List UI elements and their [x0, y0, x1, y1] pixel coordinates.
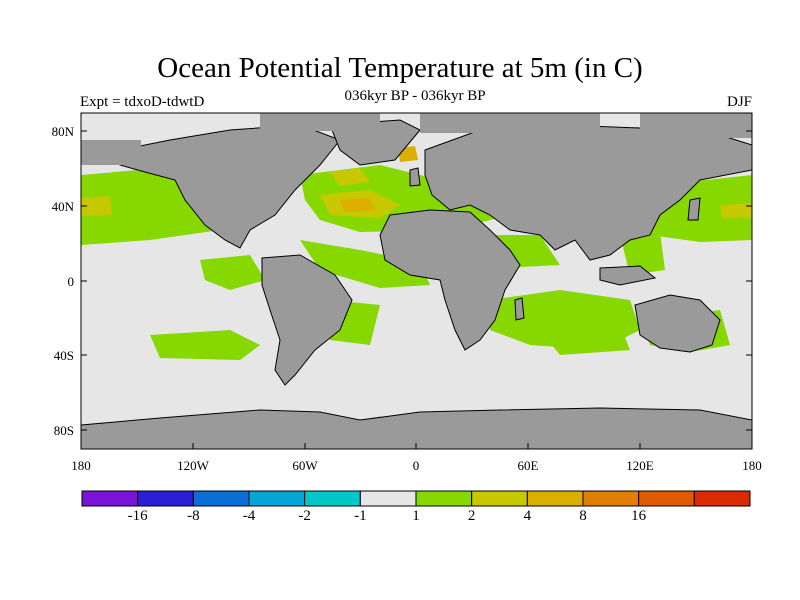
indonesia-land	[599, 265, 657, 286]
colorbar-swatch	[248, 490, 306, 507]
lat-label-80n: 80N	[51, 124, 74, 139]
colorbar-tick-label: 8	[579, 508, 587, 524]
lon-label-120e: 120E	[626, 458, 654, 473]
arctic-ice-top	[420, 113, 600, 133]
japan-land	[687, 197, 701, 221]
colorbar-tick-label: -1	[354, 508, 367, 524]
colorbar-swatch	[81, 490, 139, 507]
colorbar	[81, 490, 751, 507]
lon-label-180e: 180	[742, 458, 762, 473]
experiment-label: Expt = tdxoD-tdwtD	[80, 94, 205, 110]
colorbar-swatch	[415, 490, 473, 507]
colorbar-swatch	[526, 490, 584, 507]
sea-ice	[81, 113, 752, 165]
colorbar-tick-label: -16	[127, 508, 148, 524]
africa-land	[379, 209, 521, 351]
colorbar-swatch	[359, 490, 417, 507]
tropical-pacific-warm	[200, 255, 265, 290]
lon-label-0: 0	[412, 458, 420, 473]
lat-label-40n: 40N	[51, 199, 74, 214]
colorbar-swatch	[471, 490, 528, 507]
subtitle: 036kyr BP - 036kyr BP	[344, 88, 486, 104]
colorbar-tick-label: 2	[467, 508, 476, 524]
colorbar-tick-label: 1	[412, 508, 420, 524]
south-indian-warm	[540, 325, 630, 355]
colorbar-tick-label: -8	[187, 508, 200, 524]
south-america-land	[261, 254, 353, 386]
colorbar-swatch	[638, 490, 695, 507]
lat-tick-marks	[81, 130, 752, 431]
lon-tick-marks	[80, 443, 753, 449]
lat-label-0: 0	[67, 274, 75, 289]
greenland-land	[329, 119, 421, 166]
australia-land	[634, 294, 721, 353]
colorbar-swatch	[693, 490, 751, 507]
lon-label-180w: 180	[71, 458, 91, 473]
colorbar-tick-label: 16	[631, 508, 647, 524]
uk-land	[409, 167, 421, 187]
colorbar-swatch	[192, 490, 250, 507]
tropical-atlantic-warm	[300, 240, 430, 288]
west-pacific-warm	[620, 232, 665, 275]
north-atlantic-strongest	[340, 198, 375, 212]
arctic-ice-right	[640, 113, 752, 138]
land-masses	[80, 119, 753, 450]
madagascar-land	[514, 297, 525, 321]
colorbar-tick-label: -4	[242, 508, 256, 524]
season-label: DJF	[726, 94, 752, 110]
pacific-strong	[81, 196, 112, 216]
japan-strong	[720, 203, 752, 218]
lon-label-120w: 120W	[177, 458, 209, 473]
arctic-ice-left	[81, 140, 141, 165]
arctic-ice-center	[260, 113, 380, 131]
colorbar-tick-label: 4	[523, 508, 532, 524]
lon-label-60e: 60E	[517, 458, 539, 473]
page-title: Ocean Potential Temperature at 5m (in C)	[157, 52, 643, 84]
lon-label-60w: 60W	[292, 458, 318, 473]
lat-label-40s: 40S	[53, 348, 74, 363]
colorbar-swatch	[137, 490, 194, 507]
labrador-strong	[330, 168, 370, 186]
colorbar-swatch	[304, 490, 361, 507]
colorbar-tick-label: -2	[298, 508, 311, 524]
lat-label-80s: 80S	[53, 423, 74, 438]
colorbar-swatch	[582, 490, 640, 507]
south-pacific-warm	[150, 330, 260, 360]
